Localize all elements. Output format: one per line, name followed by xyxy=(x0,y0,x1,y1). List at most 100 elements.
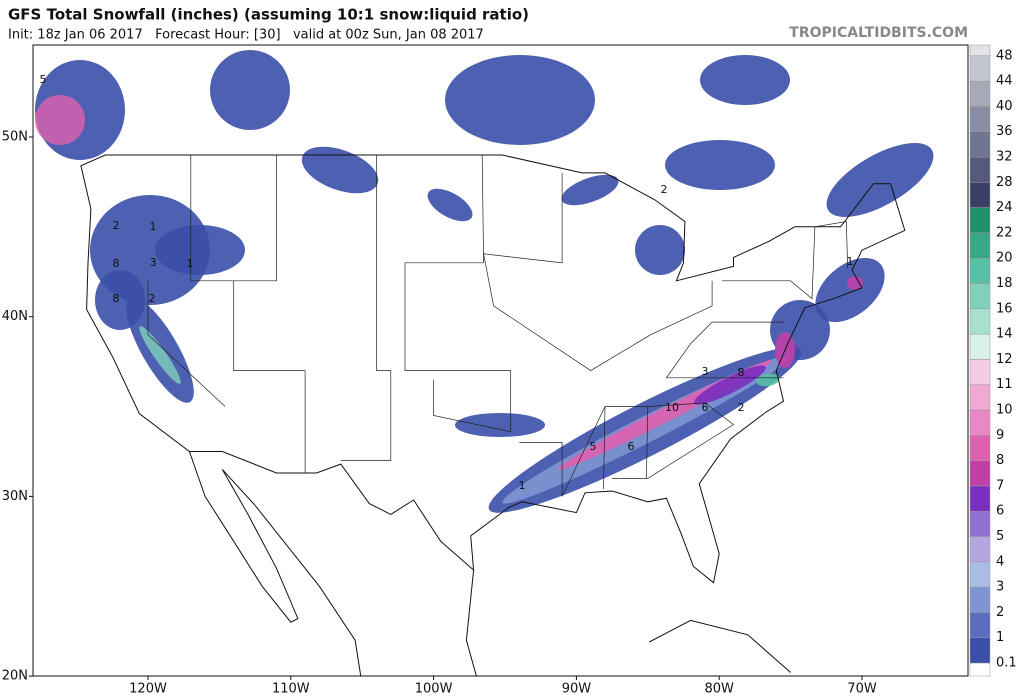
contour-label: 1 xyxy=(847,255,854,268)
title: GFS Total Snowfall (inches) (assuming 10… xyxy=(8,6,529,24)
snow-area xyxy=(455,413,545,437)
colorbar-label: 44 xyxy=(996,74,1013,89)
colorbar: 0.11234567891011121416182022242832364044… xyxy=(969,44,1017,677)
colorbar-swatch xyxy=(969,510,991,537)
snow-area xyxy=(635,225,685,275)
colorbar-swatch xyxy=(969,232,991,259)
snow-area xyxy=(815,257,885,323)
colorbar-label: 16 xyxy=(996,301,1013,316)
coastline xyxy=(648,619,791,673)
colorbar-swatch xyxy=(969,612,991,638)
state-border xyxy=(340,155,392,461)
snow-area xyxy=(700,55,790,105)
snow-area xyxy=(155,225,245,275)
lat-label: 40N xyxy=(2,309,28,324)
colorbar-swatch xyxy=(969,80,991,107)
snow-area xyxy=(210,50,290,130)
lon-label: 110W xyxy=(272,682,310,696)
colorbar-label: 7 xyxy=(996,478,1004,493)
contour-label: 2 xyxy=(738,401,745,414)
contour-label: 5 xyxy=(590,440,597,453)
snow-area xyxy=(694,365,766,405)
state-border xyxy=(665,321,784,379)
snow-area xyxy=(301,146,379,194)
contour-label: 6 xyxy=(628,440,635,453)
colorbar-label: 11 xyxy=(996,377,1013,392)
snow-area xyxy=(35,95,85,145)
contour-label: 3 xyxy=(702,365,709,378)
colorbar-swatch xyxy=(969,44,991,57)
snow-area xyxy=(665,140,775,190)
contour-label: 3 xyxy=(150,256,157,269)
colorbar-label: 6 xyxy=(996,504,1004,519)
map: 2 1 8 3 1 8 2 5 6 1 3 8 10 6 2 2 1 5 xyxy=(33,45,968,676)
colorbar-label: 4 xyxy=(996,554,1004,569)
colorbar-label: 12 xyxy=(996,352,1013,367)
colorbar-swatch xyxy=(969,131,991,158)
colorbar-swatch xyxy=(969,536,991,563)
snow-area xyxy=(847,276,863,290)
colorbar-swatch xyxy=(969,308,991,335)
colorbar-swatch xyxy=(969,435,991,461)
colorbar-swatch xyxy=(969,637,991,664)
state-border xyxy=(646,406,649,479)
colorbar-swatch xyxy=(969,106,991,132)
colorbar-swatch xyxy=(969,333,991,360)
coastline xyxy=(188,451,362,676)
colorbar-label: 14 xyxy=(996,327,1013,342)
colorbar-label: 3 xyxy=(996,580,1004,595)
state-border xyxy=(233,280,306,473)
colorbar-swatch xyxy=(969,384,991,411)
coastline xyxy=(465,570,477,676)
state-border xyxy=(483,172,713,372)
colorbar-label: 36 xyxy=(996,124,1013,139)
colorbar-label: 5 xyxy=(996,529,1004,544)
lon-label: 70W xyxy=(847,682,877,696)
colorbar-label: 8 xyxy=(996,453,1004,468)
state-border xyxy=(603,406,606,490)
snow-area xyxy=(445,55,595,145)
colorbar-label: 20 xyxy=(996,251,1013,266)
lon-label: 80W xyxy=(704,682,734,696)
colorbar-swatch xyxy=(969,460,991,487)
colorbar-label: 28 xyxy=(996,175,1013,190)
colorbar-label: 9 xyxy=(996,428,1004,443)
brand: TROPICALTIDBITS.COM xyxy=(789,25,968,41)
colorbar-swatch xyxy=(969,586,991,613)
us-border xyxy=(80,154,906,584)
colorbar-swatch xyxy=(969,257,991,284)
contour-label: 2 xyxy=(149,292,156,305)
colorbar-swatch xyxy=(969,485,991,512)
lat-label: 30N xyxy=(2,489,28,504)
colorbar-swatch xyxy=(969,156,991,183)
contour-label: 10 xyxy=(665,401,679,414)
contour-label: 5 xyxy=(40,73,47,86)
snow-area xyxy=(427,188,473,222)
colorbar-label: 18 xyxy=(996,276,1013,291)
contour-label: 8 xyxy=(113,257,120,270)
contour-label: 6 xyxy=(702,401,709,414)
snow-area xyxy=(756,373,780,387)
map-frame xyxy=(32,44,969,677)
colorbar-label: 2 xyxy=(996,605,1004,620)
colorbar-label: 22 xyxy=(996,225,1013,240)
colorbar-label: 1 xyxy=(996,630,1004,645)
colorbar-label: 40 xyxy=(996,99,1013,114)
snow-area xyxy=(139,326,181,384)
lon-label: 120W xyxy=(129,682,167,696)
contour-label: 8 xyxy=(738,366,745,379)
contour-label: 1 xyxy=(519,479,526,492)
lat-label: 20N xyxy=(2,669,28,684)
contour-label: 1 xyxy=(187,257,194,270)
contour-label: 2 xyxy=(113,219,120,232)
snow-area xyxy=(561,174,619,206)
colorbar-swatch xyxy=(969,283,991,310)
contour-label: 2 xyxy=(661,183,668,196)
snow-area xyxy=(826,143,934,217)
colorbar-swatch xyxy=(969,182,991,208)
colorbar-swatch xyxy=(969,207,991,234)
lat-label: 50N xyxy=(2,130,28,145)
colorbar-label: 0.1 xyxy=(996,656,1017,671)
state-border xyxy=(404,154,512,433)
